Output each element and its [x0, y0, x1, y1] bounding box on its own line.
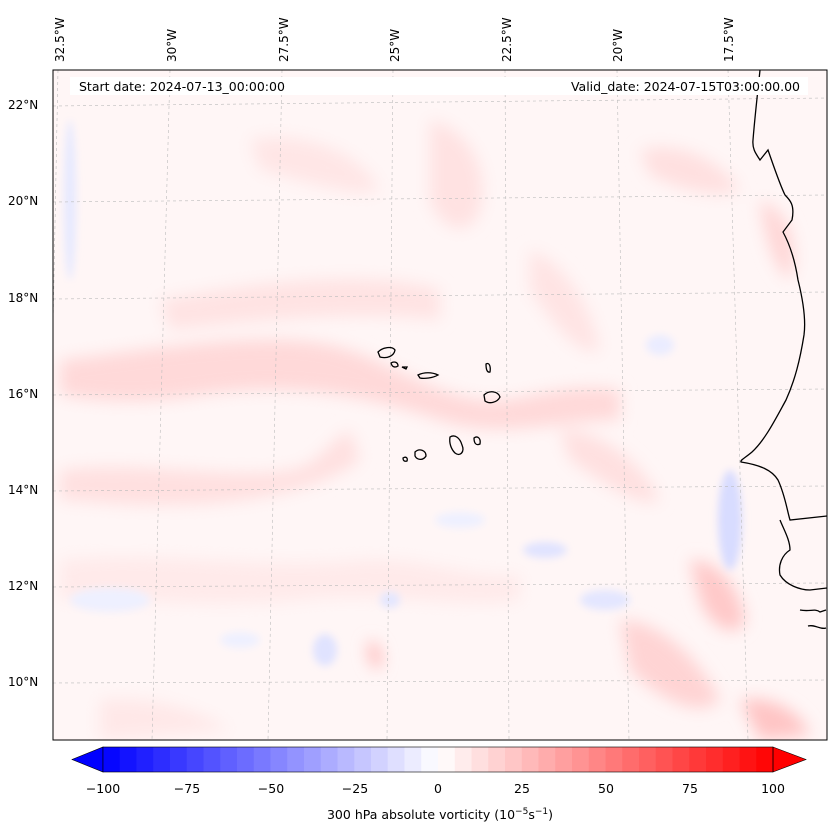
colorbar-title-exp2: −1	[534, 807, 549, 817]
coastline-segment-guinea	[799, 609, 827, 630]
colorbar-step	[706, 747, 724, 772]
negative-vorticity-field	[64, 120, 742, 666]
colorbar-step	[119, 747, 137, 772]
colorbar-outline	[102, 746, 774, 773]
coastline-segment-south	[778, 519, 827, 591]
colorbar-step	[103, 747, 121, 772]
colorbar-step	[521, 747, 539, 772]
colorbar-low-extension	[71, 746, 104, 773]
colorbar-step	[672, 747, 690, 772]
colorbar-tick-25: 25	[514, 781, 530, 796]
colorbar-step	[538, 747, 556, 772]
colorbar-step	[622, 747, 640, 772]
colorbar-step	[655, 747, 673, 772]
colorbar-step	[438, 747, 456, 772]
lat-label-22n: 22°N	[8, 98, 39, 112]
colorbar-step	[639, 747, 657, 772]
start-date-text: Start date: 2024-07-13_00:00:00	[79, 79, 285, 94]
lat-label-12n: 12°N	[8, 579, 39, 593]
colorbar-title-mid: s	[528, 807, 535, 823]
colorbar-step	[689, 747, 707, 772]
map-panel	[53, 70, 827, 740]
gridlines	[53, 70, 827, 740]
colorbar-step	[471, 747, 489, 772]
colorbar-title-prefix: 300 hPa absolute vorticity (10	[326, 807, 516, 823]
island-brava	[402, 456, 408, 462]
lat-label-16n: 16°N	[8, 387, 39, 401]
vorticity-field	[60, 120, 810, 740]
colorbar-title-suffix: )	[548, 807, 553, 823]
colorbar-step	[454, 747, 472, 772]
colorbar-tick-neg75: −75	[173, 781, 201, 796]
colorbar-step	[421, 747, 439, 772]
colorbar-step	[572, 747, 590, 772]
colorbar-step	[136, 747, 154, 772]
map-frame	[52, 69, 828, 741]
island-sal	[485, 362, 491, 373]
island-sao-vicente	[390, 361, 399, 368]
colorbar-tick-neg25: −25	[341, 781, 369, 796]
date-banner	[70, 77, 808, 95]
colorbar-step	[722, 747, 740, 772]
lon-label-32-5w: 32.5°W	[53, 17, 67, 62]
lat-label-20n: 20°N	[8, 194, 39, 208]
colorbar-tick-neg50: −50	[257, 781, 285, 796]
island-boa-vista	[483, 391, 501, 404]
colorbar-tick-75: 75	[682, 781, 698, 796]
valid-date-text: Valid_date: 2024-07-15T03:00:00.00	[571, 79, 800, 94]
island-sao-nicolau	[417, 372, 440, 380]
colorbar-step	[304, 747, 322, 772]
lon-label-25w: 25°W	[388, 28, 402, 62]
colorbar-step	[488, 747, 506, 772]
lon-label-22-5w: 22.5°W	[500, 17, 514, 62]
colorbar-step	[756, 747, 774, 772]
island-santo-antao	[377, 346, 396, 359]
colorbar-step	[153, 747, 171, 772]
colorbar-step	[203, 747, 221, 772]
colorbar-step	[220, 747, 238, 772]
colorbar-step	[404, 747, 422, 772]
lat-label-10n: 10°N	[8, 675, 39, 689]
lat-label-14n: 14°N	[8, 483, 39, 497]
colorbar-step	[505, 747, 523, 772]
colorbar-step	[354, 747, 372, 772]
lon-label-20w: 20°W	[611, 28, 625, 62]
colorbar-tick-0: 0	[434, 781, 442, 796]
colorbar-step	[739, 747, 757, 772]
lat-label-18n: 18°N	[8, 291, 39, 305]
island-maio	[473, 436, 481, 446]
colorbar-title: 300 hPa absolute vorticity (10−5s−1)	[0, 807, 837, 822]
colorbar-title-exp1: −5	[515, 807, 529, 817]
colorbar-step	[387, 747, 405, 772]
colorbar-step	[170, 747, 188, 772]
colorbar-high-extension	[772, 746, 807, 773]
colorbar-step	[320, 747, 338, 772]
colorbar-tick-100: 100	[761, 781, 785, 796]
colorbar-tick-neg100: −100	[85, 781, 121, 796]
cape-verde-islands	[377, 346, 501, 462]
colorbar-step	[270, 747, 288, 772]
island-santa-luzia	[401, 366, 409, 370]
island-santiago	[449, 435, 464, 456]
lon-label-30w: 30°W	[165, 28, 179, 62]
island-fogo	[414, 449, 427, 461]
lon-label-17-5w: 17.5°W	[722, 17, 736, 62]
colorbar-step	[371, 747, 389, 772]
colorbar-step	[605, 747, 623, 772]
colorbar-step	[555, 747, 573, 772]
colorbar-step	[337, 747, 355, 772]
colorbar-tick-50: 50	[598, 781, 614, 796]
colorbar-step	[287, 747, 305, 772]
colorbar-step	[253, 747, 271, 772]
lon-label-27-5w: 27.5°W	[277, 17, 291, 62]
colorbar-step	[186, 747, 204, 772]
colorbar-step	[237, 747, 255, 772]
africa-coastline	[740, 70, 827, 521]
colorbar-steps	[103, 747, 774, 772]
colorbar	[71, 746, 807, 773]
colorbar-step	[588, 747, 606, 772]
